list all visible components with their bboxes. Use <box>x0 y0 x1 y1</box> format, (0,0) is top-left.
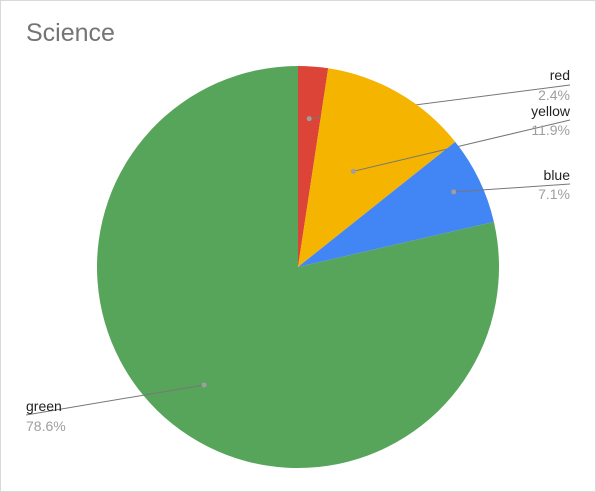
slice-percent-yellow: 11.9% <box>531 122 570 138</box>
slice-percent-blue: 7.1% <box>538 186 570 202</box>
leader-line-green <box>25 384 205 416</box>
leader-line-yellow <box>353 119 571 172</box>
pie-slice-red <box>298 66 329 267</box>
slice-percent-red: 2.4% <box>538 87 570 103</box>
slice-label-yellow: yellow <box>531 103 571 119</box>
chart-title: Science <box>26 19 115 47</box>
pie-slice-yellow <box>298 68 456 267</box>
pie-slice-green <box>97 66 500 468</box>
leader-dot-blue <box>451 189 457 195</box>
slice-label-red: red <box>550 67 570 83</box>
slice-label-blue: blue <box>544 167 571 183</box>
pie-slice-blue <box>298 141 494 267</box>
leader-line-blue <box>453 183 571 193</box>
leader-dot-green <box>201 382 207 388</box>
leader-dot-yellow <box>350 168 356 174</box>
slice-label-green: green <box>26 398 62 414</box>
leader-dot-red <box>306 116 312 122</box>
slice-percent-green: 78.6% <box>26 418 66 434</box>
